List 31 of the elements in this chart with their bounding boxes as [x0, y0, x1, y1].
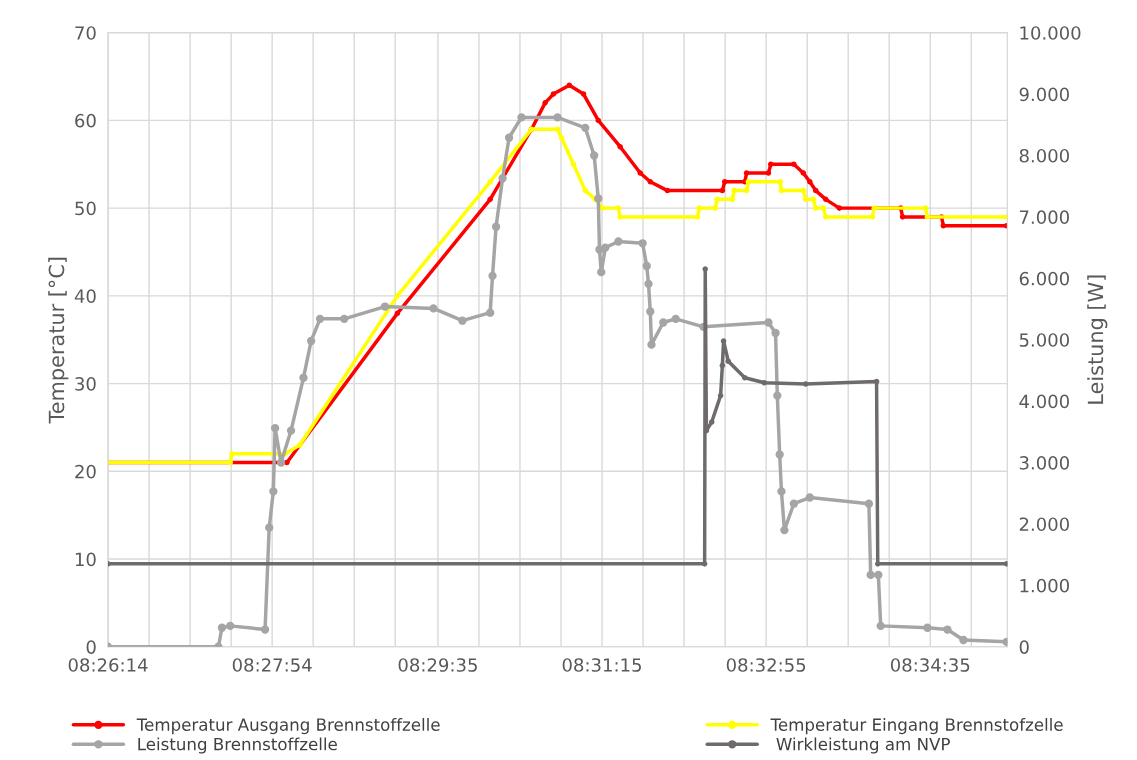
- y-axis-title: Temperatur [°C]: [48, 257, 69, 424]
- y-tick-label: 70: [75, 26, 96, 40]
- y-tick-label: 0: [86, 640, 96, 654]
- y2-tick-label: 7.000: [1019, 210, 1069, 225]
- y-tick-label: 20: [75, 464, 96, 479]
- y2-tick-label: 5.000: [1019, 333, 1069, 347]
- y2-tick-label: 9.000: [1019, 87, 1069, 102]
- x-tick-label: 08:27:54: [232, 658, 312, 672]
- y2-tick-label: 4.000: [1019, 394, 1069, 409]
- legend-label: Leistung Brennstoffzelle: [138, 737, 337, 754]
- y2-tick-label: 10.000: [1020, 26, 1081, 40]
- y-tick-label: 40: [74, 289, 96, 303]
- x-tick-label: 08:32:55: [726, 658, 806, 672]
- y2-tick-label: 8.000: [1019, 148, 1069, 163]
- x-tick-label: 08:26:14: [68, 658, 148, 672]
- legend-label: Temperatur Eingang Brennstofzelle: [770, 718, 1063, 735]
- y-tick-label: 60: [75, 113, 96, 128]
- y-tick-label: 30: [75, 377, 96, 391]
- y2-tick-label: 6.000: [1019, 271, 1069, 286]
- y2-tick-label: 2.000: [1019, 517, 1069, 532]
- legend-label: Temperatur Ausgang Brennstoffzelle: [136, 718, 440, 735]
- y-tick-label: 10: [75, 552, 96, 567]
- x-tick-label: 08:29:35: [398, 658, 477, 672]
- y2-axis-title: Leistung [W]: [1087, 275, 1108, 404]
- y2-tick-label: 0: [1019, 640, 1029, 654]
- x-tick-label: 08:31:15: [562, 658, 641, 672]
- legend-label: Wirkleistung am NVP: [776, 737, 950, 754]
- y2-tick-label: 3.000: [1019, 456, 1069, 470]
- x-tick-label: 08:34:35: [890, 658, 970, 672]
- y2-tick-label: 1.000: [1020, 578, 1069, 593]
- y-tick-label: 50: [75, 201, 96, 216]
